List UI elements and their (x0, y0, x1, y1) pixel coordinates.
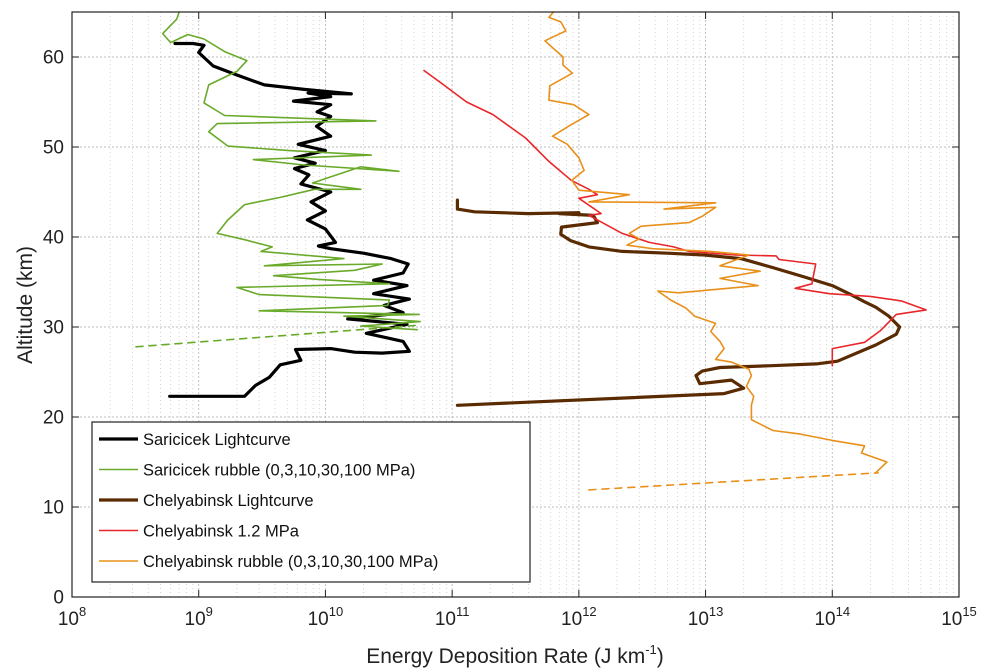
grid (72, 12, 959, 597)
y-tick-label: 40 (43, 228, 64, 249)
y-tick-label: 0 (53, 588, 64, 609)
y-tick-label: 50 (43, 138, 64, 159)
plot-frame (71, 11, 960, 598)
series-line-0 (168, 41, 411, 398)
series-line-5 (544, 11, 888, 474)
x-axis-label: Energy Deposition Rate (J km-1) (366, 642, 664, 668)
series-line-6 (588, 471, 879, 491)
x-tick-label: 1010 (308, 604, 344, 630)
legend-label: Chelyabinsk rubble (0,3,10,30,100 MPa) (143, 553, 438, 571)
series-line-3 (455, 198, 902, 407)
x-tick-label: 108 (58, 604, 86, 630)
y-axis-label: Altitude (km) (14, 246, 37, 364)
legend-box (91, 421, 531, 583)
x-tick-label: 1012 (561, 604, 597, 630)
y-tick-label: 20 (43, 408, 64, 429)
legend-label: Chelyabinsk 1.2 MPa (143, 523, 300, 541)
axis-ticks: 108 109 1010 1011 1012 1013 1014 1015 0 10 20 30 40 5… (43, 12, 977, 630)
series-line-2 (135, 324, 421, 348)
y-tick-label: 30 (43, 318, 64, 339)
x-tick-label: 1013 (688, 604, 724, 630)
legend-label: Saricicek rubble (0,3,10,30,100 MPa) (143, 462, 415, 480)
legend-label: Chelyabinsk Lightcurve (143, 492, 314, 510)
x-tick-label: 1011 (435, 604, 470, 630)
y-tick-label: 10 (43, 498, 64, 519)
series-line-4 (423, 69, 927, 367)
y-tick-label: 60 (43, 48, 64, 69)
x-tick-label: 1014 (814, 604, 850, 630)
x-tick-label: 1015 (941, 604, 977, 630)
x-tick-label: 109 (185, 604, 213, 630)
plot-series (135, 11, 927, 491)
legend: Saricicek Lightcurve Saricicek rubble (0,… (91, 421, 531, 583)
series-line-1 (161, 11, 422, 331)
legend-label: Saricicek Lightcurve (143, 431, 291, 449)
